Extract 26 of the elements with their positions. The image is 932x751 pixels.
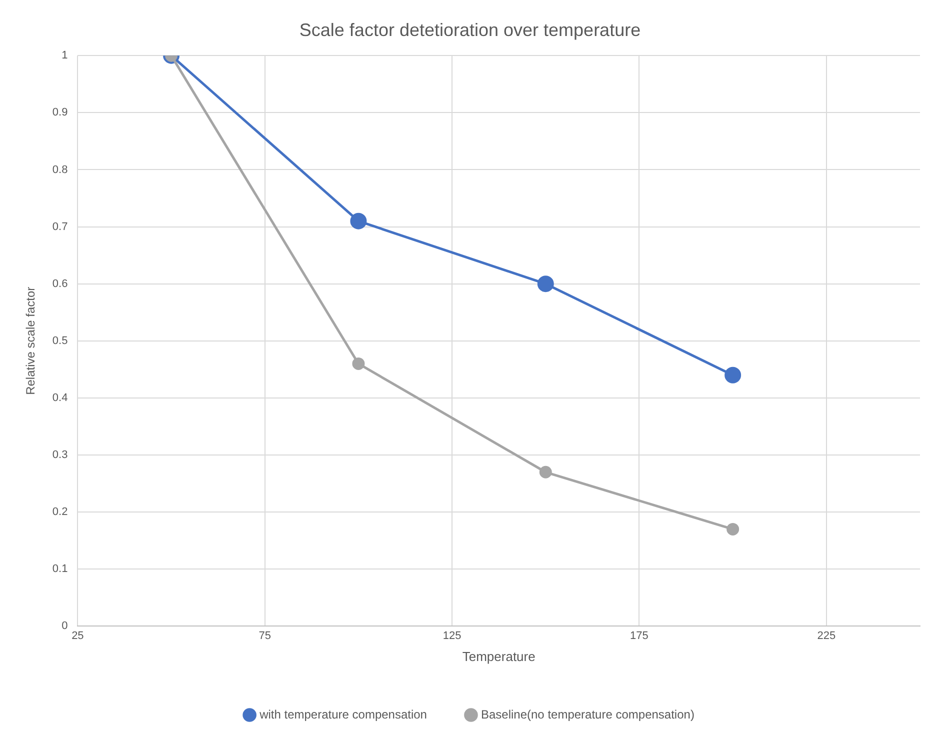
y-tick-label: 0.3 bbox=[52, 449, 68, 462]
x-tick-label: 25 bbox=[72, 630, 84, 642]
x-tick-label: 125 bbox=[442, 630, 462, 642]
point bbox=[352, 357, 365, 370]
y-tick-label: 0 bbox=[62, 620, 68, 632]
y-tick-label: 0.1 bbox=[52, 563, 68, 576]
x-tick-label: 175 bbox=[630, 630, 648, 642]
point bbox=[726, 522, 740, 536]
y-tick-label: 0.5 bbox=[52, 334, 68, 347]
x-tick-label: 75 bbox=[258, 630, 271, 642]
legend-label: Baseline(no temperature compensation) bbox=[480, 707, 694, 722]
y-tick-label: 0.7 bbox=[52, 220, 68, 233]
point bbox=[539, 466, 552, 478]
chart-title: Scale factor detetioration over temperature bbox=[299, 20, 641, 40]
y-axis-title: Relative scale factor bbox=[24, 286, 38, 395]
y-tick-label: 1 bbox=[62, 50, 68, 62]
point bbox=[724, 366, 742, 384]
y-tick-label: 0.4 bbox=[52, 392, 68, 404]
y-tick-label: 0.8 bbox=[52, 164, 68, 176]
x-tick-label: 225 bbox=[817, 630, 836, 642]
y-tick-label: 0.9 bbox=[52, 106, 68, 119]
y-tick-label: 0.6 bbox=[52, 278, 68, 290]
legend-label: with temperature compensation bbox=[258, 707, 427, 722]
point bbox=[537, 276, 554, 292]
y-tick-label: 0.2 bbox=[52, 506, 68, 518]
x-axis-title: Temperature bbox=[462, 648, 536, 664]
